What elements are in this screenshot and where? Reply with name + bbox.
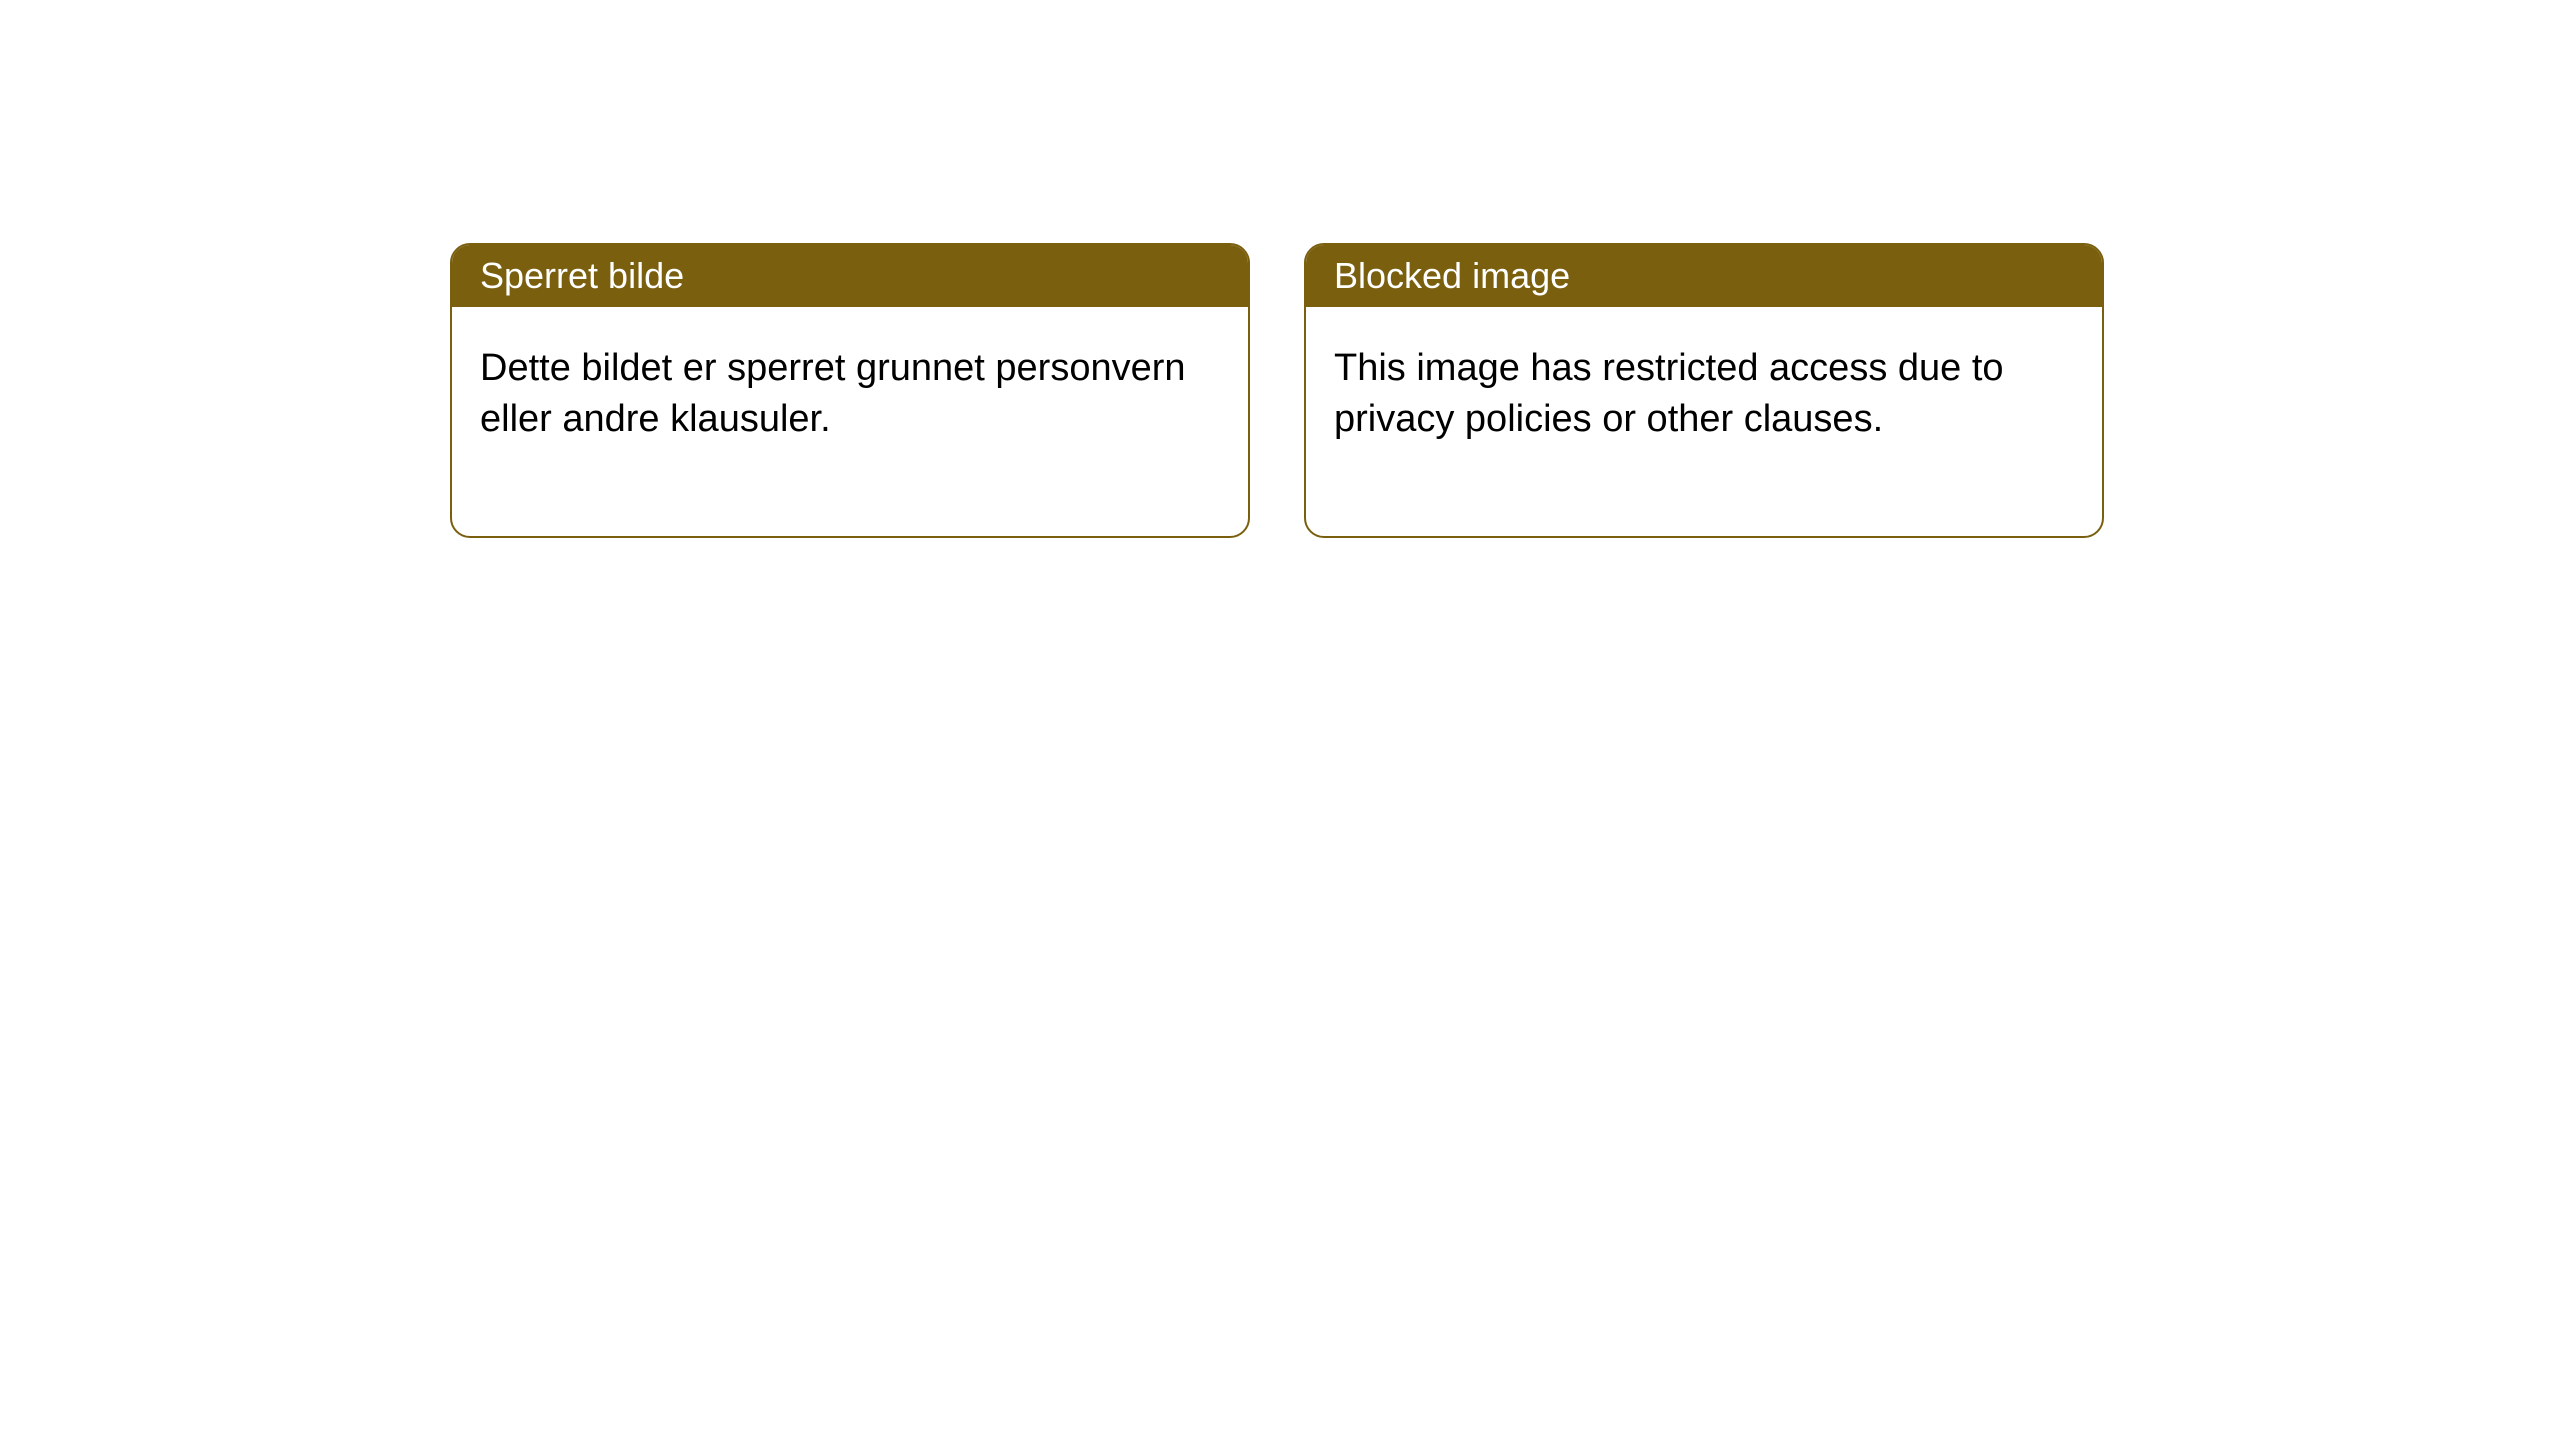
card-body-no: Dette bildet er sperret grunnet personve… <box>452 307 1248 536</box>
notice-card-en: Blocked image This image has restricted … <box>1304 243 2104 538</box>
card-header-en: Blocked image <box>1306 245 2102 307</box>
notice-card-no: Sperret bilde Dette bildet er sperret gr… <box>450 243 1250 538</box>
card-header-no: Sperret bilde <box>452 245 1248 307</box>
notice-container: Sperret bilde Dette bildet er sperret gr… <box>450 243 2104 538</box>
card-body-en: This image has restricted access due to … <box>1306 307 2102 536</box>
